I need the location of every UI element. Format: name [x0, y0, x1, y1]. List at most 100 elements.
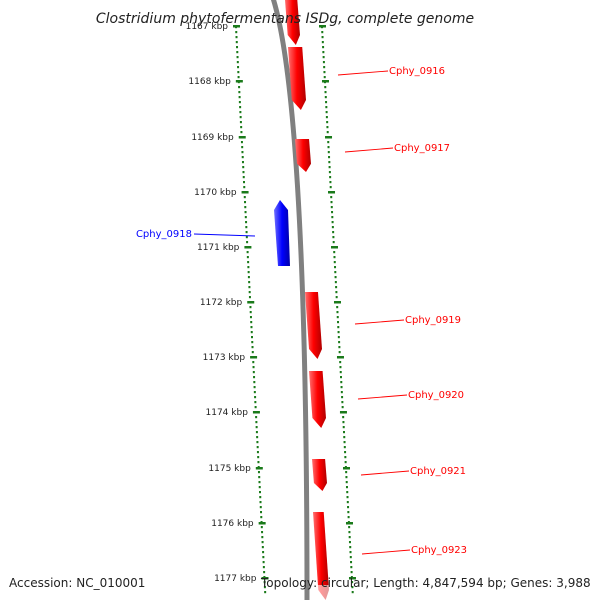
track-dot	[244, 201, 247, 204]
track-dot	[347, 511, 350, 514]
track-dot	[334, 266, 337, 269]
track-dot	[322, 46, 325, 49]
track-dot	[344, 456, 347, 459]
track-dot	[330, 201, 333, 204]
track-dot	[343, 436, 346, 439]
track-dot	[242, 176, 245, 179]
track-dot	[325, 101, 328, 104]
track-dot	[250, 326, 253, 329]
track-dot	[258, 481, 261, 484]
track-dot	[254, 396, 257, 399]
tick-label: 1173 kbp	[203, 353, 246, 363]
track-dot	[351, 591, 354, 594]
track-dot	[327, 146, 330, 149]
track-dot	[345, 481, 348, 484]
track-dot	[241, 161, 244, 164]
track-dot	[321, 36, 324, 39]
track-dot	[333, 256, 336, 259]
track-dot	[338, 351, 341, 354]
track-dot	[342, 431, 345, 434]
track-dot	[259, 501, 262, 504]
gene-label[interactable]: Cphy_0923	[411, 545, 467, 556]
gene-label[interactable]: Cphy_0920	[408, 390, 464, 401]
track-dot	[246, 251, 249, 254]
gene-label[interactable]: Cphy_0918	[136, 229, 192, 240]
gene-arrow[interactable]	[309, 371, 326, 428]
gene-arrow[interactable]	[288, 47, 306, 110]
track-dot	[323, 66, 326, 69]
gene-label[interactable]: Cphy_0916	[389, 66, 445, 77]
gene-arrow[interactable]	[313, 512, 329, 600]
track-dot	[325, 116, 328, 119]
track-dot	[330, 206, 333, 209]
gene-label-line	[361, 549, 411, 555]
gene-labels: Cphy_0916 Cphy_0917 Cphy_0918 Cphy_0919 Cphy…	[136, 66, 467, 556]
track-dot	[263, 586, 266, 589]
track-dot	[349, 556, 352, 559]
tick-mark	[241, 191, 249, 194]
track-dot	[253, 386, 256, 389]
track-dot	[325, 111, 328, 114]
track-dot	[239, 106, 242, 109]
track-dot	[328, 171, 331, 174]
track-dot	[345, 471, 348, 474]
track-dot	[321, 31, 324, 34]
track-dot	[235, 41, 238, 44]
track-dot	[238, 101, 241, 104]
track-dot	[322, 61, 325, 64]
track-dot	[249, 306, 252, 309]
track-dot	[343, 441, 346, 444]
track-dot	[262, 566, 265, 569]
track-dot	[325, 106, 328, 109]
gene-label[interactable]: Cphy_0919	[405, 315, 461, 326]
track-dot	[324, 91, 327, 94]
track-dot	[260, 516, 263, 519]
tick-mark	[319, 25, 326, 28]
tick-mark	[258, 522, 266, 525]
track-dot	[338, 341, 341, 344]
gene-label-line	[337, 70, 389, 76]
gene-label[interactable]: Cphy_0921	[410, 466, 466, 477]
track-dot	[248, 291, 251, 294]
track-dot	[253, 376, 256, 379]
track-dot	[339, 361, 342, 364]
gene-fade	[313, 585, 329, 600]
gene-label[interactable]: Cphy_0917	[394, 143, 450, 154]
track-dot	[255, 431, 258, 434]
track-dot	[324, 96, 327, 99]
track-dot	[250, 331, 253, 334]
track-dot	[348, 536, 351, 539]
track-dot	[258, 491, 261, 494]
gene-arrow[interactable]	[312, 459, 327, 491]
gene-arrow[interactable]	[305, 292, 322, 359]
track-dot	[332, 236, 335, 239]
track-dot	[236, 51, 239, 54]
track-dot	[335, 286, 338, 289]
track-dot	[346, 501, 349, 504]
track-dot	[341, 396, 344, 399]
track-dot	[255, 426, 258, 429]
track-dot	[261, 546, 264, 549]
tick-label: 1168 kbp	[188, 77, 231, 87]
track-dot	[258, 476, 261, 479]
track-dot	[247, 271, 250, 274]
tick-mark	[233, 25, 240, 28]
track-dot	[337, 326, 340, 329]
track-dot	[327, 151, 330, 154]
track-dot	[337, 336, 340, 339]
track-dot	[255, 421, 258, 424]
track-dot	[323, 76, 326, 79]
track-dot	[344, 451, 347, 454]
track-dot	[261, 536, 264, 539]
track-dot	[337, 321, 340, 324]
track-dot	[333, 261, 336, 264]
gene-track	[274, 0, 329, 600]
gene-arrow[interactable]	[295, 139, 311, 172]
tick-label: 1169 kbp	[191, 133, 234, 143]
gene-arrow[interactable]	[285, 0, 300, 45]
track-dot	[245, 231, 248, 234]
track-dot	[262, 551, 265, 554]
track-dot	[263, 571, 266, 574]
track-dot	[324, 86, 327, 89]
gene-arrow[interactable]	[274, 200, 290, 266]
